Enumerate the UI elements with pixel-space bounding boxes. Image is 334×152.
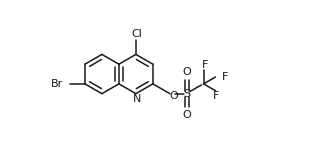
- Text: F: F: [221, 72, 228, 82]
- Text: N: N: [133, 94, 141, 104]
- Text: O: O: [169, 91, 178, 101]
- Text: Br: Br: [51, 79, 63, 89]
- Text: O: O: [182, 67, 191, 77]
- Text: Cl: Cl: [132, 29, 142, 39]
- Text: O: O: [182, 110, 191, 120]
- Text: S: S: [183, 89, 190, 99]
- Text: F: F: [213, 91, 220, 101]
- Text: F: F: [201, 60, 208, 70]
